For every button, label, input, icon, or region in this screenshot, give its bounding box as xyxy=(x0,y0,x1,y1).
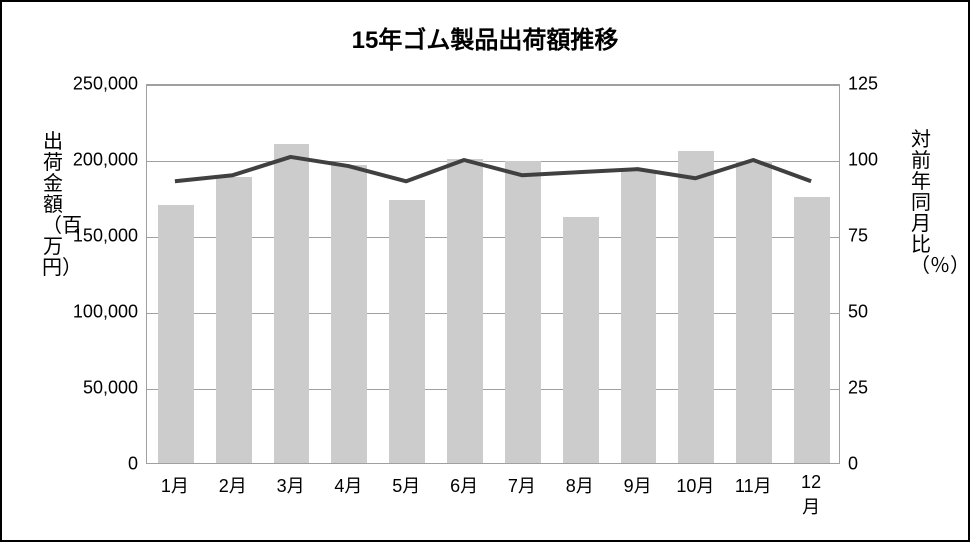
y-right-tick: 50 xyxy=(848,302,868,323)
y-right-tick: 25 xyxy=(848,378,868,399)
y-left-tick: 150,000 xyxy=(73,226,138,247)
plot-region: 050,000100,000150,000200,000250,00002550… xyxy=(146,84,840,464)
x-tick: 6月 xyxy=(450,472,478,498)
line-series xyxy=(146,84,840,464)
y-left-tick: 100,000 xyxy=(73,302,138,323)
chart-title: 15年ゴム製品出荷額推移 xyxy=(2,2,968,61)
y-right-axis-label: 対前年同月比（％） xyxy=(910,130,932,277)
y-right-tick: 75 xyxy=(848,226,868,247)
y-left-axis-label: 出荷金額（百万円） xyxy=(42,132,64,279)
x-tick: 3月 xyxy=(277,472,305,498)
x-tick: 2月 xyxy=(219,472,247,498)
y-left-tick: 50,000 xyxy=(83,378,138,399)
x-tick: 4月 xyxy=(334,472,362,498)
x-tick: 8月 xyxy=(566,472,594,498)
y-left-tick: 200,000 xyxy=(73,150,138,171)
x-tick: 12月 xyxy=(797,472,826,519)
y-right-tick: 125 xyxy=(848,74,878,95)
x-tick: 10月 xyxy=(676,472,714,498)
line-path xyxy=(175,157,811,181)
y-left-tick: 0 xyxy=(128,454,138,475)
x-tick: 9月 xyxy=(624,472,652,498)
y-left-tick: 250,000 xyxy=(73,74,138,95)
x-tick: 5月 xyxy=(392,472,420,498)
x-tick: 11月 xyxy=(735,472,772,498)
x-tick: 1月 xyxy=(161,472,189,498)
chart-container: 15年ゴム製品出荷額推移 出荷金額（百万円） 対前年同月比（％） 050,000… xyxy=(0,0,970,542)
y-right-tick: 100 xyxy=(848,150,878,171)
y-right-tick: 0 xyxy=(848,454,858,475)
x-tick: 7月 xyxy=(508,472,536,498)
